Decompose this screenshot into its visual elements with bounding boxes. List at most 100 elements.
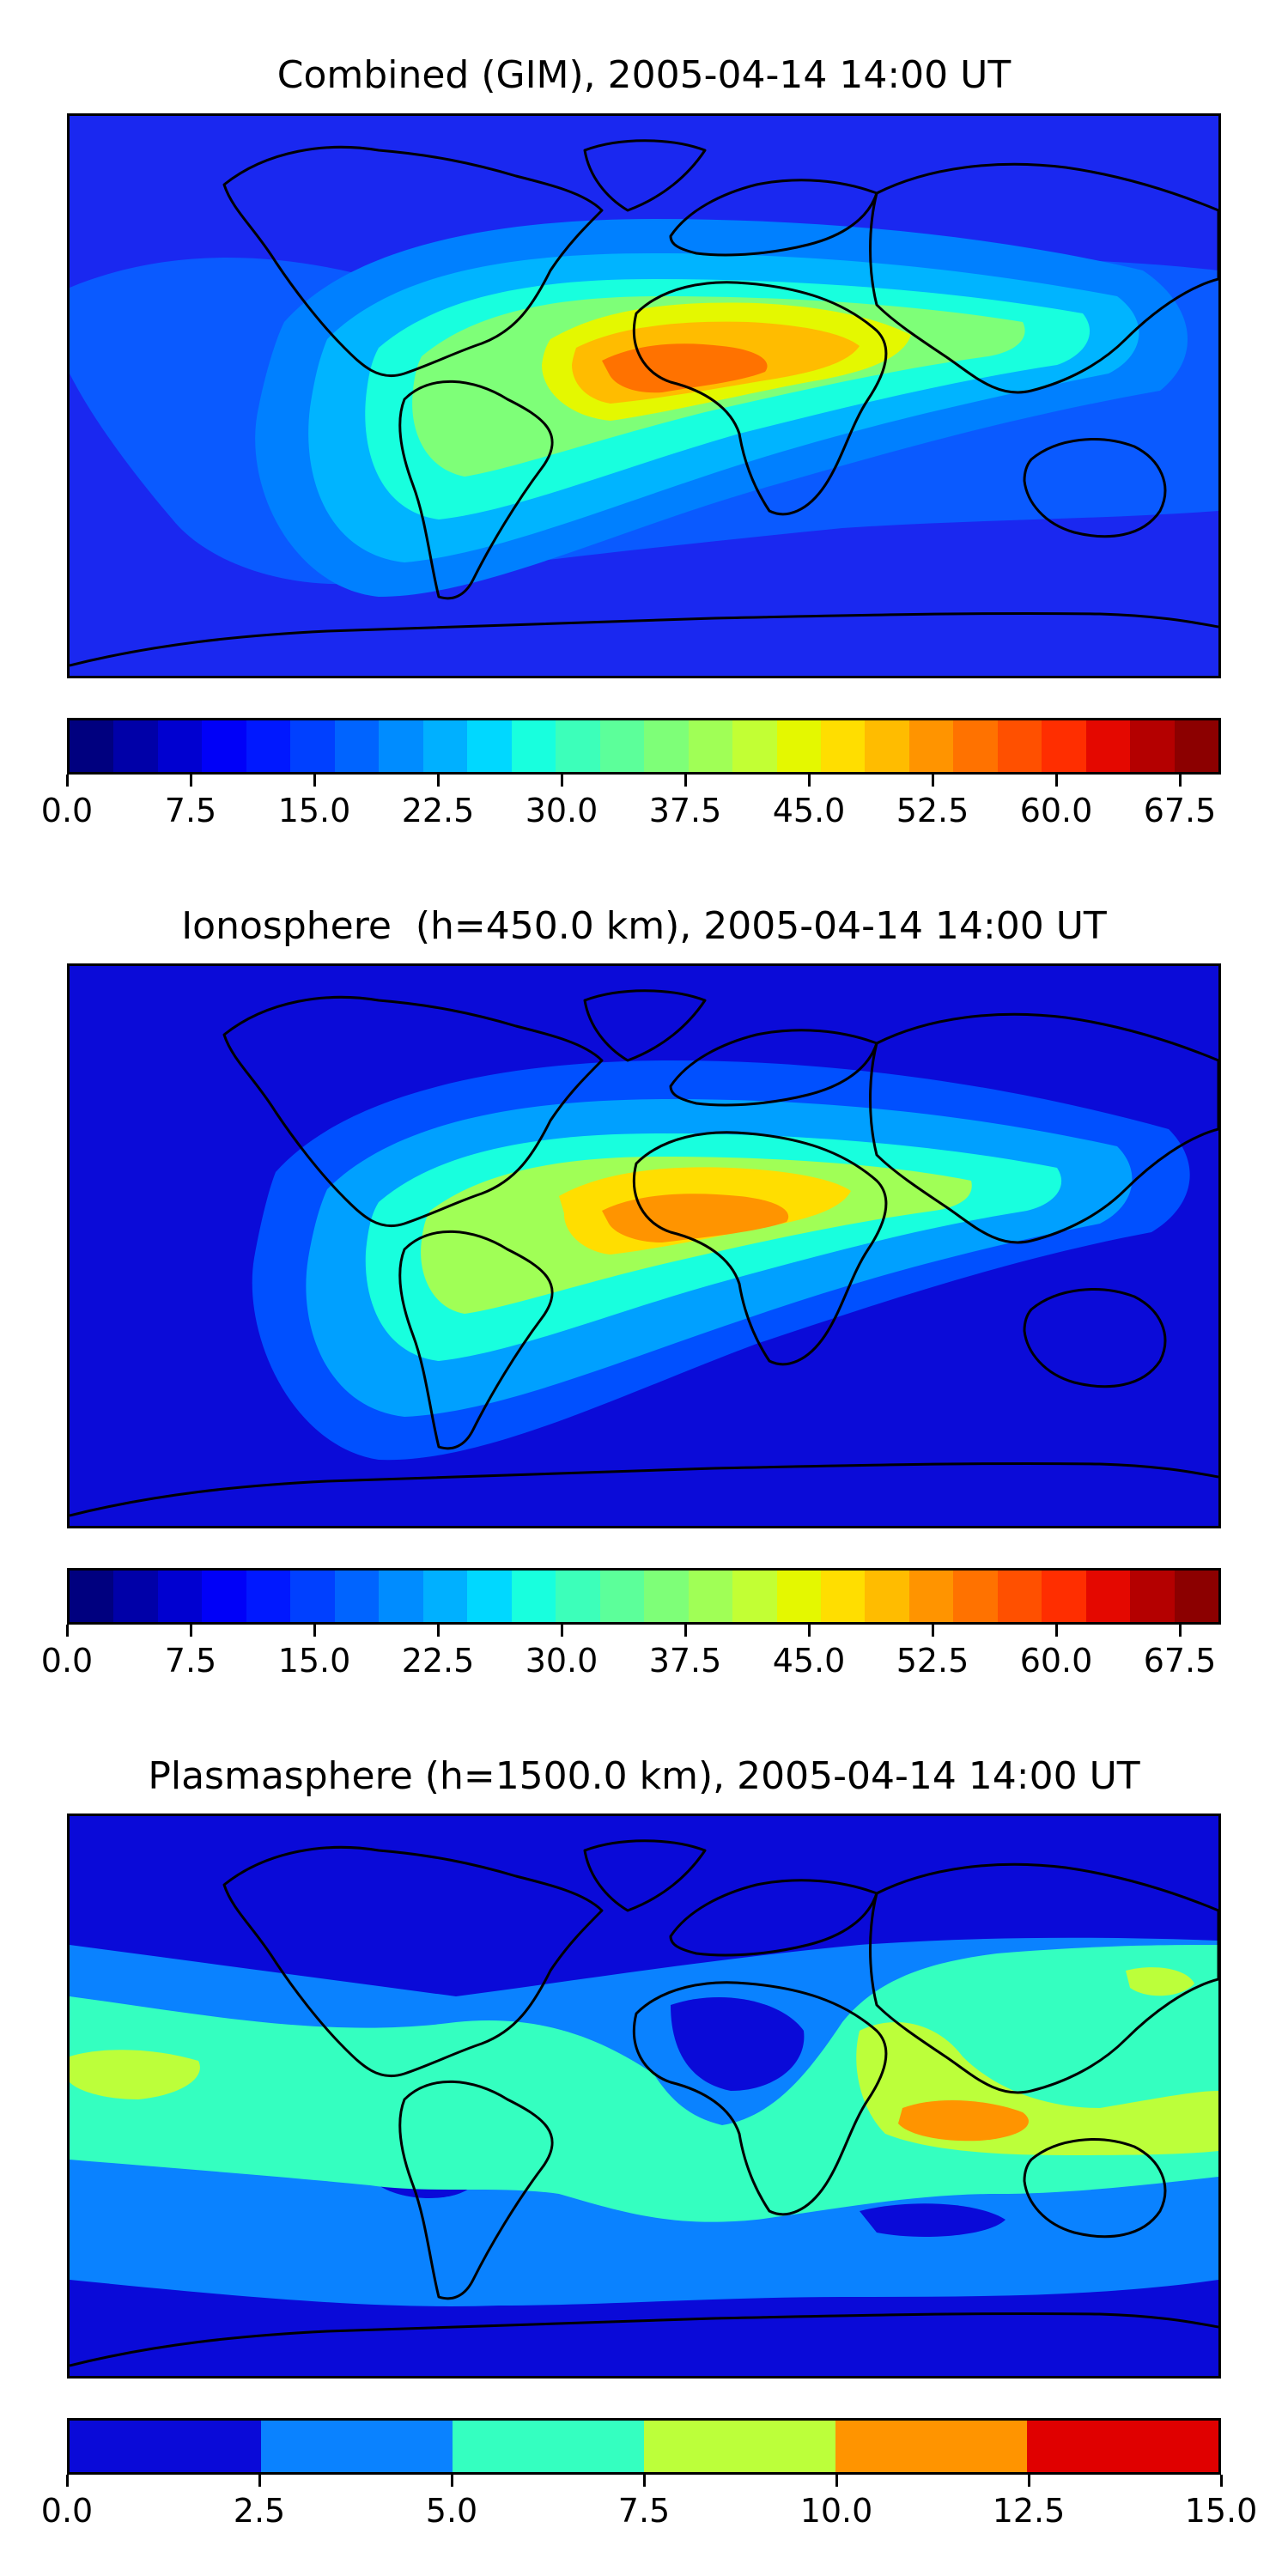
colorbar-segment <box>1130 1571 1175 1622</box>
panel-3-colorbar <box>67 2418 1221 2475</box>
colorbar-segment <box>1085 720 1131 772</box>
panel-3-colorbar-ticks: 0.0 2.5 5.0 7.5 10.0 12.5 15.0 <box>41 2475 1257 2530</box>
asia-coast <box>869 1862 1218 2094</box>
colorbar-segment <box>1174 1571 1218 1622</box>
colorbar-tick-label: 37.5 <box>648 1642 722 1680</box>
colorbar-segment <box>511 720 556 772</box>
panel-2-colorbar-ticks: 0.0 7.5 15.0 22.5 30.0 37.5 45.0 52.5 60.0 67.5 <box>41 1625 1221 1680</box>
colorbar-tick-label: 45.0 <box>772 1642 846 1680</box>
colorbar-tick <box>313 775 316 787</box>
colorbar-tick-label: 22.5 <box>401 792 475 829</box>
asia-coast <box>869 162 1218 394</box>
colorbar-segment <box>820 720 866 772</box>
colorbar-segment <box>1042 1571 1086 1622</box>
colorbar-tick <box>436 775 440 787</box>
colorbar-segment <box>599 1571 645 1622</box>
colorbar-tick-label: 52.5 <box>896 1642 969 1680</box>
colorbar-tick-label: 0.0 <box>40 1642 94 1680</box>
panel-1-coastlines <box>70 139 1218 667</box>
colorbar-segment <box>467 1571 512 1622</box>
colorbar-tick-label: 12.5 <box>992 2492 1066 2530</box>
colorbar-tick <box>65 775 69 787</box>
colorbar-tick <box>807 1625 811 1637</box>
asia-coast <box>869 1012 1218 1244</box>
colorbar-tick <box>1054 775 1058 787</box>
colorbar-segment <box>70 2421 261 2472</box>
colorbar-tick <box>65 1625 69 1637</box>
colorbar-segment <box>599 720 645 772</box>
europe-coast <box>669 1029 878 1107</box>
colorbar-tick <box>931 1625 934 1637</box>
colorbar-tick <box>560 775 563 787</box>
greenland-coast <box>583 989 707 1062</box>
colorbar-tick <box>436 1625 440 1637</box>
colorbar-tick <box>189 1625 192 1637</box>
australia-coast <box>1023 1288 1167 1388</box>
south-america-coast <box>398 2080 554 2300</box>
panel-2-map <box>67 963 1221 1528</box>
panel-2-colorbar <box>67 1568 1221 1625</box>
colorbar-segment <box>1174 720 1218 772</box>
panel-3-max-spot <box>898 2099 1029 2142</box>
panel-3-title: Plasmasphere (h=1500.0 km), 2005-04-14 1… <box>148 1754 1140 1798</box>
africa-coast <box>632 1981 888 2216</box>
australia-coast <box>1023 2138 1167 2239</box>
panel-2-coastlines <box>70 989 1218 1517</box>
colorbar-segment <box>157 1571 203 1622</box>
colorbar-tick <box>450 2475 453 2487</box>
colorbar-tick-label: 5.0 <box>425 2492 478 2530</box>
colorbar-segment <box>290 720 335 772</box>
colorbar-segment <box>202 720 246 772</box>
colorbar-segment <box>997 1571 1042 1622</box>
colorbar-segment <box>953 1571 998 1622</box>
panel-1-colorbar-ticks: 0.0 7.5 15.0 22.5 30.0 37.5 45.0 52.5 60.0 67.5 <box>41 775 1221 829</box>
africa-coast <box>632 281 888 516</box>
colorbar-segment <box>644 1571 689 1622</box>
panel-3-high-spot-3 <box>1126 1967 1194 1996</box>
colorbar-segment <box>511 1571 556 1622</box>
africa-coast <box>632 1131 888 1366</box>
antarctica-coast <box>70 1461 1218 1517</box>
colorbar-segment <box>70 720 114 772</box>
colorbar-segment <box>776 1571 821 1622</box>
colorbar-tick-label: 0.0 <box>40 2492 94 2530</box>
colorbar-segment <box>467 720 512 772</box>
colorbar-segment <box>908 1571 954 1622</box>
colorbar-segment <box>835 2421 1027 2472</box>
panel-3-equatorial-band <box>70 1945 1218 2222</box>
colorbar-tick <box>1054 1625 1058 1637</box>
panel-3-high-spot-1 <box>70 2050 200 2099</box>
australia-coast <box>1023 438 1167 538</box>
north-america-coast <box>222 1845 604 2078</box>
panel-1-title: Combined (GIM), 2005-04-14 14:00 UT <box>276 53 1012 97</box>
north-america-coast <box>222 995 604 1228</box>
colorbar-tick-label: 67.5 <box>1143 792 1217 829</box>
colorbar-tick-label: 67.5 <box>1143 1642 1217 1680</box>
colorbar-segment <box>113 720 158 772</box>
colorbar-segment <box>113 1571 158 1622</box>
colorbar-segment <box>379 1571 423 1622</box>
panel-1-peak <box>602 343 768 393</box>
colorbar-segment <box>334 1571 380 1622</box>
colorbar-segment <box>1085 1571 1131 1622</box>
panel-3-dark-pocket-2 <box>671 1997 805 2091</box>
colorbar-tick-label: 10.0 <box>799 2492 873 2530</box>
colorbar-segment <box>290 1571 335 1622</box>
colorbar-segment <box>953 720 998 772</box>
colorbar-segment <box>246 1571 291 1622</box>
south-america-coast <box>398 380 554 600</box>
colorbar-segment <box>261 2421 453 2472</box>
colorbar-tick-label: 15.0 <box>277 792 351 829</box>
colorbar-segment <box>422 1571 468 1622</box>
colorbar-tick-label: 7.5 <box>164 1642 217 1680</box>
panel-3-dark-pocket-3 <box>860 2203 1005 2237</box>
antarctica-coast <box>70 2312 1218 2367</box>
colorbar-tick <box>1178 775 1182 787</box>
colorbar-segment <box>865 720 909 772</box>
colorbar-tick-label: 7.5 <box>164 792 217 829</box>
colorbar-tick <box>258 2475 261 2487</box>
colorbar-tick <box>189 775 192 787</box>
colorbar-segment <box>379 720 423 772</box>
colorbar-tick-label: 45.0 <box>772 792 846 829</box>
colorbar-tick-label: 60.0 <box>1019 1642 1093 1680</box>
